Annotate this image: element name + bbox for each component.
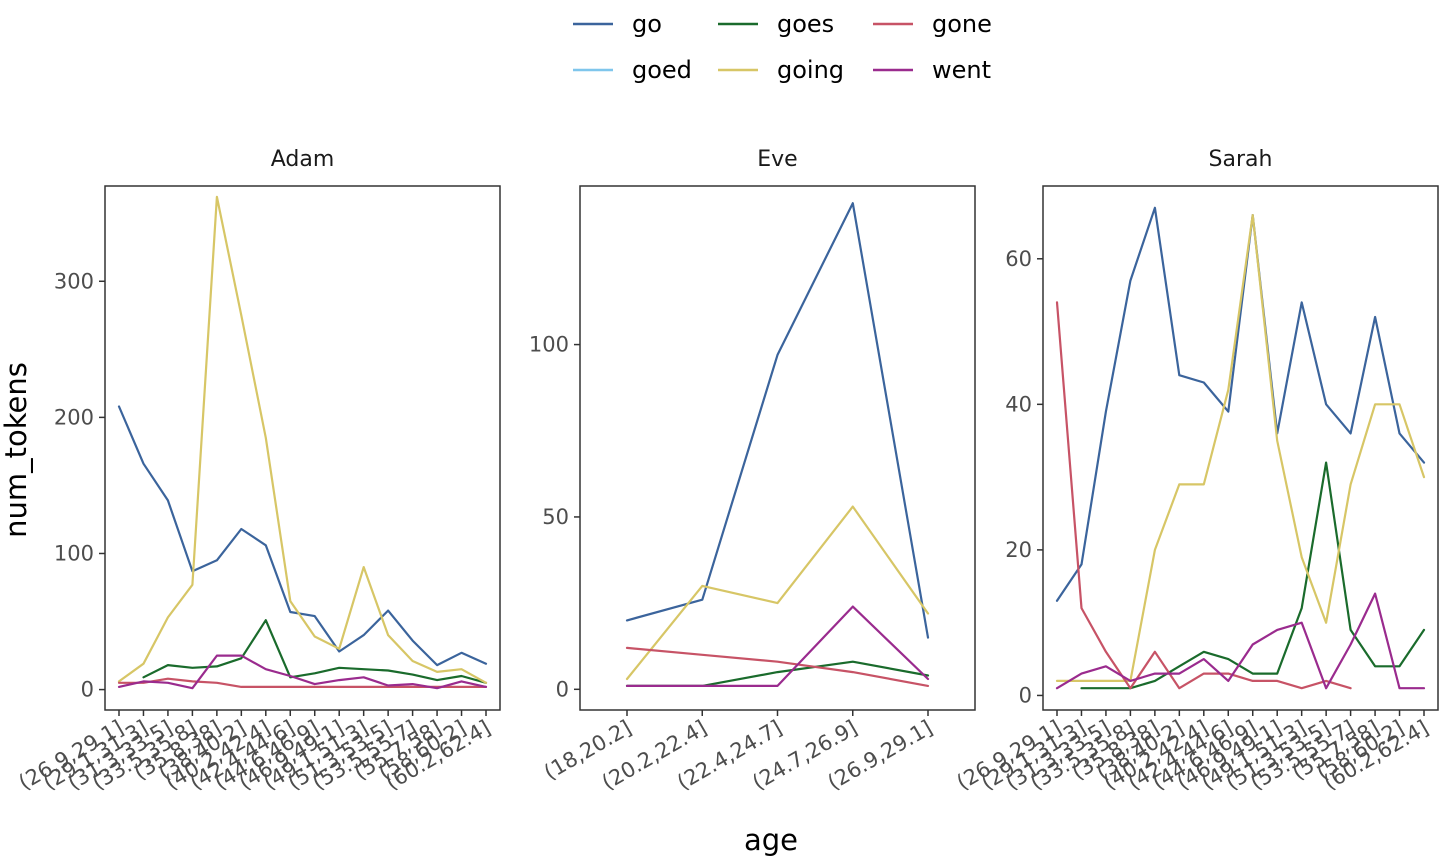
series-line-gone (625, 646, 930, 687)
legend-item-goes: goes (718, 10, 834, 38)
series-line-went (117, 654, 488, 690)
y-tick-label: 0 (81, 678, 94, 702)
legend-item-going: going (718, 56, 844, 84)
legend-label-going: going (777, 56, 844, 84)
legend-label-goes: goes (777, 10, 834, 38)
panel-border (1042, 185, 1439, 711)
y-tick-label: 0 (556, 677, 569, 701)
legend-label-go: go (632, 10, 662, 38)
y-axis-title: num_tokens (0, 362, 33, 538)
x-axis-title: age (744, 823, 798, 857)
y-tick-label: 60 (1005, 247, 1032, 271)
panel-sarah: Sarah0204060(26.9,29.1](29.1,31.3](31.3,… (953, 147, 1439, 795)
series-line-goes (1080, 461, 1426, 690)
y-tick-label: 100 (54, 541, 94, 565)
legend: go goed goes going gone went (573, 10, 992, 84)
panel-title: Adam (271, 147, 335, 172)
panel-title: Sarah (1209, 147, 1273, 172)
y-tick-label: 200 (54, 405, 94, 429)
legend-item-went: went (873, 56, 991, 84)
panel-border (579, 185, 976, 711)
legend-label-went: went (932, 56, 991, 84)
series-line-go (625, 202, 930, 639)
series-line-goes (142, 619, 488, 684)
series-line-gone (1055, 301, 1352, 690)
legend-item-go: go (573, 10, 662, 38)
y-tick-label: 40 (1005, 392, 1032, 416)
series-line-goes (625, 660, 930, 687)
y-tick-label: 50 (542, 505, 569, 529)
y-tick-label: 100 (529, 333, 569, 357)
series-line-go (117, 405, 488, 667)
series-line-going (1055, 214, 1426, 682)
series-line-went (1055, 592, 1426, 690)
panel-adam: Adam0100200300(26.9,29.1](29.1,31.3](31.… (15, 147, 501, 795)
panel-eve: Eve050100(18,20.2](20.2,22.4](22.4,24.7]… (529, 147, 976, 795)
series-line-going (625, 505, 930, 681)
series-line-going (117, 195, 488, 684)
y-tick-label: 0 (1019, 683, 1032, 707)
panel-border (104, 185, 501, 711)
legend-item-gone: gone (873, 10, 992, 38)
panel-title: Eve (757, 147, 797, 172)
y-tick-label: 20 (1005, 538, 1032, 562)
series-line-go (1055, 206, 1426, 602)
legend-item-goed: goed (573, 56, 692, 84)
series-line-went (625, 605, 930, 687)
chart-panels: Adam0100200300(26.9,29.1](29.1,31.3](31.… (15, 147, 1439, 795)
legend-label-goed: goed (632, 56, 692, 84)
legend-label-gone: gone (932, 10, 992, 38)
y-tick-label: 300 (54, 269, 94, 293)
